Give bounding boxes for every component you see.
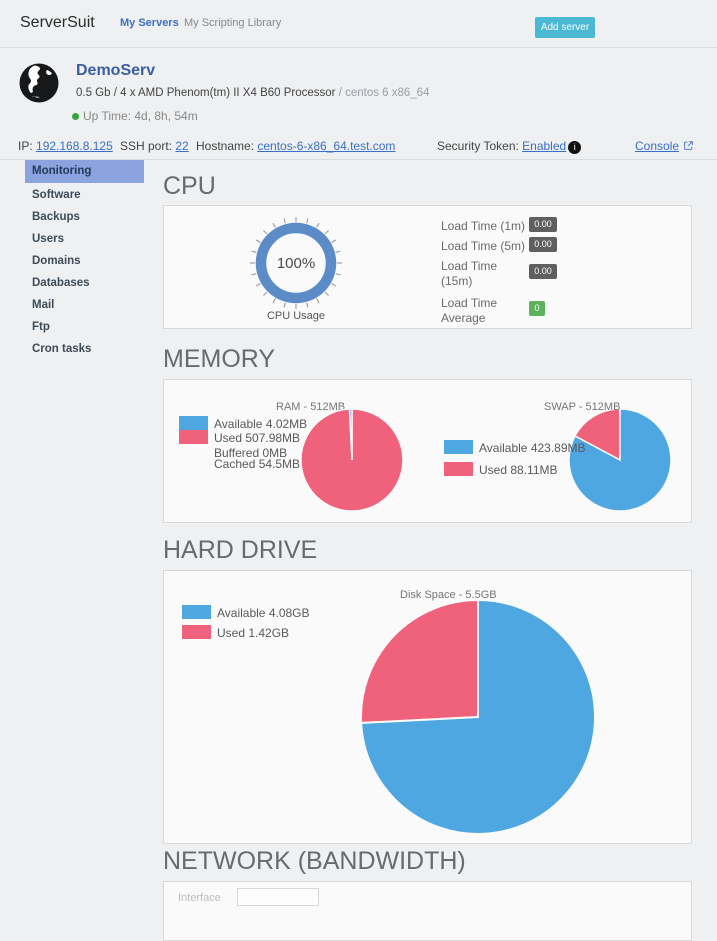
svg-text:CPU Usage: CPU Usage [267, 310, 325, 322]
svg-text:100%: 100% [277, 255, 315, 272]
